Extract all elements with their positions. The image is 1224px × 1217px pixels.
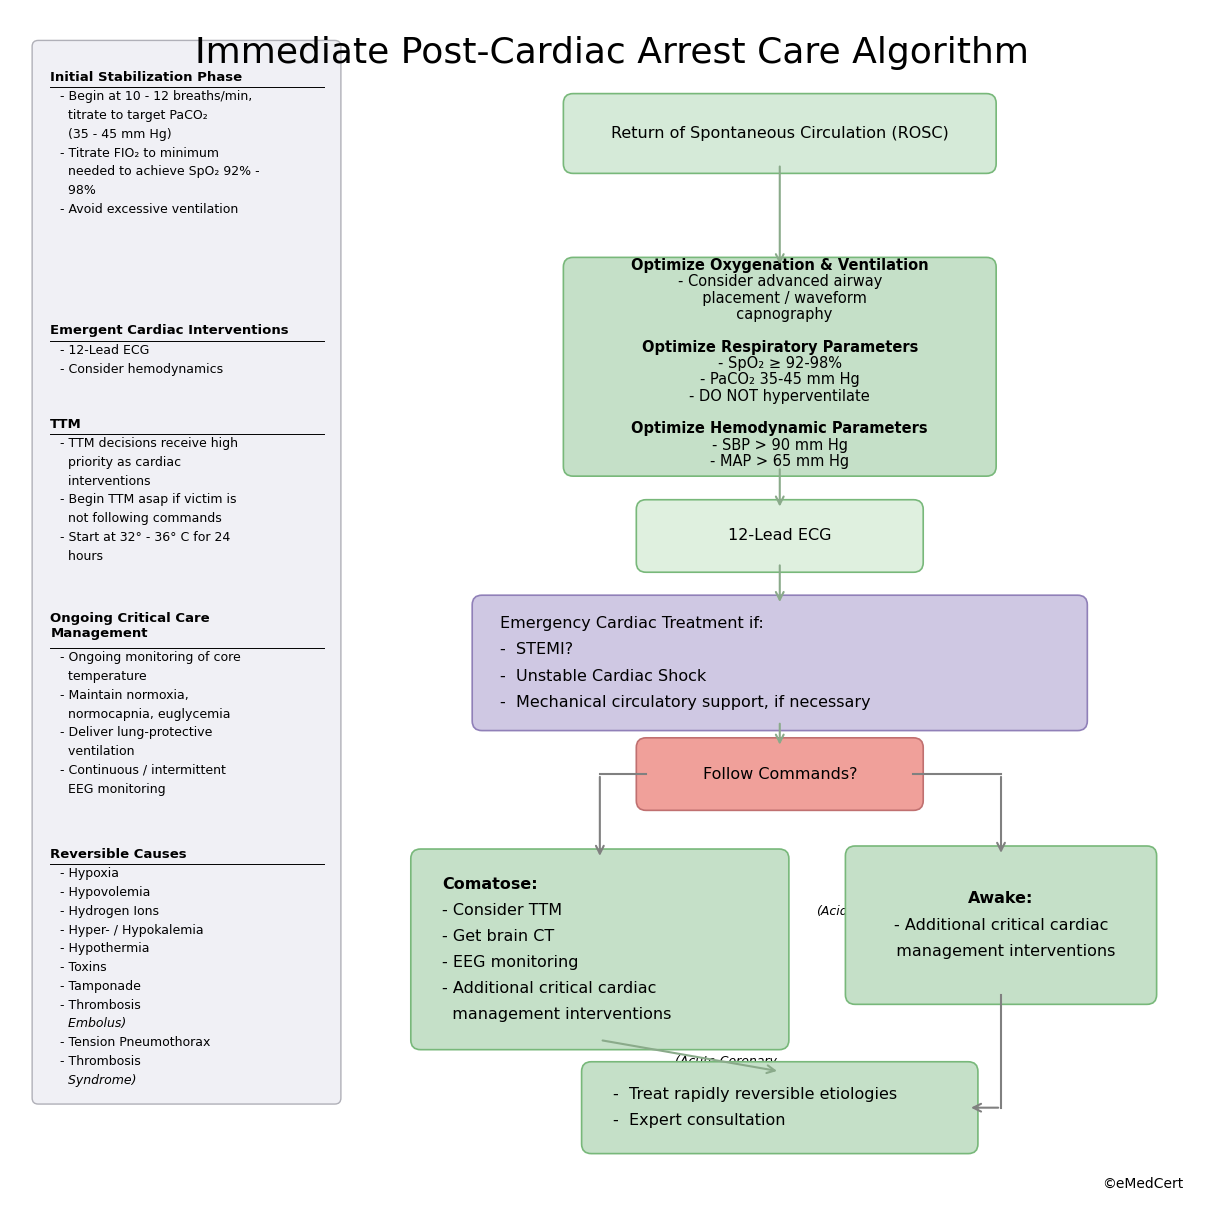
Text: - Deliver lung-protective: - Deliver lung-protective [60, 727, 213, 740]
Text: - Maintain normoxia,: - Maintain normoxia, [60, 689, 188, 702]
Text: (Acute Coronary: (Acute Coronary [674, 1055, 776, 1067]
Text: - Additional critical cardiac: - Additional critical cardiac [442, 981, 657, 996]
Text: 12-Lead ECG: 12-Lead ECG [728, 528, 831, 544]
FancyBboxPatch shape [636, 500, 923, 572]
Text: Awake:: Awake: [968, 891, 1034, 907]
FancyBboxPatch shape [411, 849, 789, 1050]
Text: - EEG monitoring: - EEG monitoring [442, 955, 579, 970]
Text: - Hydrogen Ions: - Hydrogen Ions [60, 905, 163, 918]
Text: Comatose:: Comatose: [442, 877, 539, 892]
Text: interventions: interventions [60, 475, 151, 488]
Text: - Additional critical cardiac: - Additional critical cardiac [894, 918, 1108, 932]
Text: Syndrome): Syndrome) [60, 1073, 137, 1087]
Text: - SpO₂ ≥ 92-98%: - SpO₂ ≥ 92-98% [717, 357, 842, 371]
Text: - SBP > 90 mm Hg: - SBP > 90 mm Hg [712, 438, 848, 453]
Text: - Begin TTM asap if victim is: - Begin TTM asap if victim is [60, 493, 236, 506]
Text: - 12-Lead ECG: - 12-Lead ECG [60, 344, 149, 357]
Text: normocapnia, euglycemia: normocapnia, euglycemia [60, 707, 230, 720]
Text: (35 - 45 mm Hg): (35 - 45 mm Hg) [60, 128, 171, 141]
FancyBboxPatch shape [636, 738, 923, 811]
Text: - Ongoing monitoring of core: - Ongoing monitoring of core [60, 651, 241, 664]
Text: ©eMedCert: ©eMedCert [1102, 1177, 1184, 1191]
Text: not following commands: not following commands [60, 512, 222, 526]
Text: -  STEMI?: - STEMI? [501, 643, 573, 657]
Text: temperature: temperature [60, 671, 147, 683]
Text: - Begin at 10 - 12 breaths/min,: - Begin at 10 - 12 breaths/min, [60, 90, 252, 103]
Text: - Get brain CT: - Get brain CT [442, 929, 554, 944]
Text: (Acidosis): (Acidosis) [816, 905, 876, 918]
Text: placement / waveform: placement / waveform [693, 291, 867, 305]
Text: Follow Commands?: Follow Commands? [703, 767, 857, 781]
Text: management interventions: management interventions [886, 944, 1116, 959]
Text: -  Unstable Cardiac Shock: - Unstable Cardiac Shock [501, 668, 706, 684]
Text: Embolus): Embolus) [60, 1017, 126, 1031]
Text: Optimize Hemodynamic Parameters: Optimize Hemodynamic Parameters [632, 421, 928, 436]
Text: 98%: 98% [60, 184, 95, 197]
Text: - TTM decisions receive high: - TTM decisions receive high [60, 437, 239, 450]
FancyBboxPatch shape [846, 846, 1157, 1004]
Text: - MAP > 65 mm Hg: - MAP > 65 mm Hg [710, 454, 849, 469]
Text: Emergent Cardiac Interventions: Emergent Cardiac Interventions [50, 325, 289, 337]
Text: - PaCO₂ 35-45 mm Hg: - PaCO₂ 35-45 mm Hg [700, 372, 859, 387]
Text: - Consider hemodynamics: - Consider hemodynamics [60, 363, 223, 376]
Text: Ongoing Critical Care
Management: Ongoing Critical Care Management [50, 612, 211, 640]
FancyBboxPatch shape [563, 257, 996, 476]
Text: - Avoid excessive ventilation: - Avoid excessive ventilation [60, 203, 239, 215]
Text: -  Treat rapidly reversible etiologies: - Treat rapidly reversible etiologies [613, 1087, 897, 1101]
FancyBboxPatch shape [563, 94, 996, 173]
Text: - Hypoxia: - Hypoxia [60, 868, 119, 880]
Text: -  Expert consultation: - Expert consultation [613, 1114, 786, 1128]
Text: Optimize Respiratory Parameters: Optimize Respiratory Parameters [641, 340, 918, 354]
Text: - Thrombosis: - Thrombosis [60, 1055, 144, 1067]
Text: Return of Spontaneous Circulation (ROSC): Return of Spontaneous Circulation (ROSC) [611, 127, 949, 141]
Text: - Tension Pneumothorax: - Tension Pneumothorax [60, 1036, 211, 1049]
Text: - Toxins: - Toxins [60, 961, 106, 974]
Text: - DO NOT hyperventilate: - DO NOT hyperventilate [689, 388, 870, 404]
Text: Immediate Post-Cardiac Arrest Care Algorithm: Immediate Post-Cardiac Arrest Care Algor… [195, 35, 1029, 69]
Text: EEG monitoring: EEG monitoring [60, 783, 165, 796]
Text: management interventions: management interventions [442, 1006, 672, 1022]
Text: -  Mechanical circulatory support, if necessary: - Mechanical circulatory support, if nec… [501, 695, 870, 711]
Text: Emergency Cardiac Treatment if:: Emergency Cardiac Treatment if: [501, 616, 764, 630]
Text: - Consider TTM: - Consider TTM [442, 903, 563, 918]
FancyBboxPatch shape [581, 1061, 978, 1154]
Text: - Hyper- / Hypokalemia: - Hyper- / Hypokalemia [60, 924, 203, 937]
Text: Reversible Causes: Reversible Causes [50, 848, 187, 860]
Text: - Tamponade: - Tamponade [60, 980, 144, 993]
Text: - Thrombosis: - Thrombosis [60, 999, 144, 1011]
Text: TTM: TTM [50, 417, 82, 431]
FancyBboxPatch shape [472, 595, 1087, 730]
Text: - Titrate FIO₂ to minimum: - Titrate FIO₂ to minimum [60, 146, 219, 159]
Text: hours: hours [60, 550, 103, 562]
Text: - Consider advanced airway: - Consider advanced airway [678, 274, 883, 290]
Text: - Hypovolemia: - Hypovolemia [60, 886, 151, 899]
Text: titrate to target PaCO₂: titrate to target PaCO₂ [60, 110, 208, 122]
Text: (Cardiac): (Cardiac) [627, 980, 684, 993]
Text: - Hypothermia: - Hypothermia [60, 942, 149, 955]
Text: - Start at 32° - 36° C for 24: - Start at 32° - 36° C for 24 [60, 531, 230, 544]
Text: Optimize Oxygenation & Ventilation: Optimize Oxygenation & Ventilation [630, 258, 929, 273]
Text: needed to achieve SpO₂ 92% -: needed to achieve SpO₂ 92% - [60, 166, 259, 178]
Text: priority as cardiac: priority as cardiac [60, 456, 181, 469]
Text: (Pulmonary: (Pulmonary [674, 999, 747, 1011]
FancyBboxPatch shape [32, 40, 341, 1104]
Text: capnography: capnography [727, 307, 832, 323]
Text: ventilation: ventilation [60, 745, 135, 758]
Text: - Continuous / intermittent: - Continuous / intermittent [60, 764, 226, 776]
Text: Initial Stabilization Phase: Initial Stabilization Phase [50, 71, 242, 84]
